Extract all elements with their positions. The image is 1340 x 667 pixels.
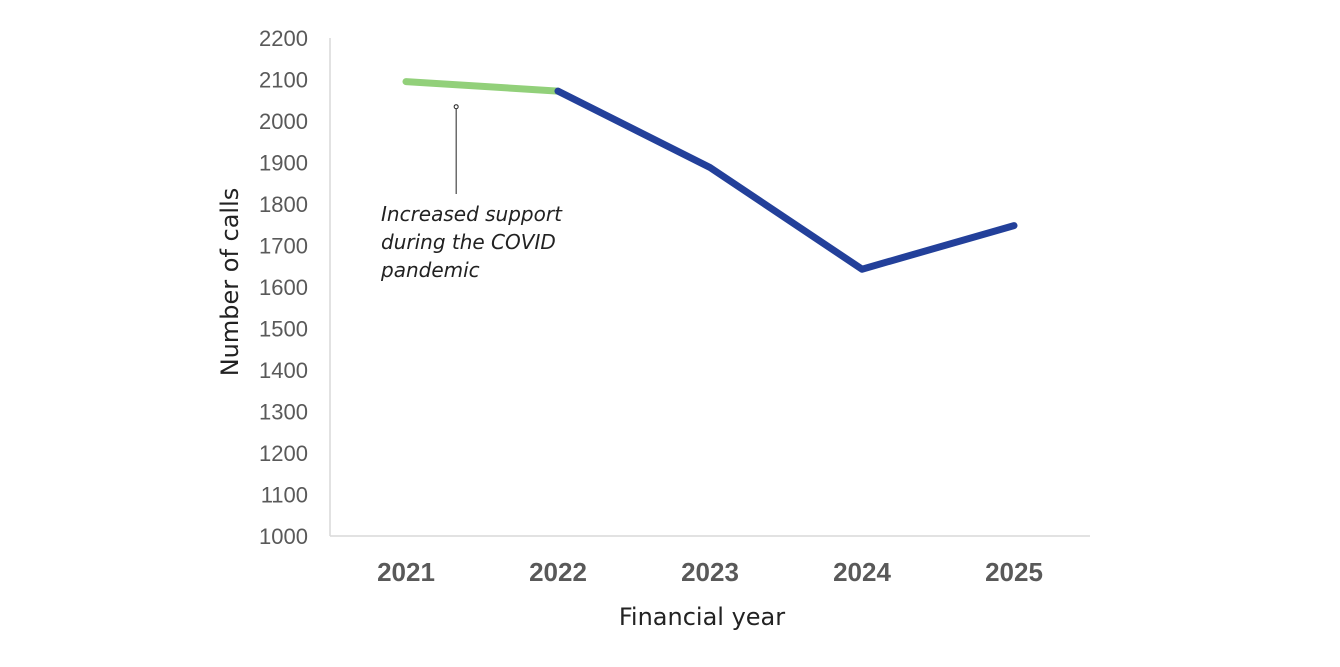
x-tick-label: 2022 bbox=[529, 557, 587, 587]
y-tick-label: 1700 bbox=[259, 234, 308, 259]
y-tick-label: 2100 bbox=[259, 68, 308, 93]
y-tick-label: 1800 bbox=[259, 192, 308, 217]
series-line-covid-period bbox=[402, 78, 562, 95]
series-line-post-covid bbox=[554, 87, 1018, 273]
x-axis-ticks: 2021 2022 2023 2024 2025 bbox=[377, 557, 1043, 587]
y-tick-label: 1300 bbox=[259, 400, 308, 425]
y-tick-label: 2200 bbox=[259, 26, 308, 51]
covid-annotation: Increased support during the COVID pande… bbox=[380, 104, 568, 282]
x-tick-label: 2025 bbox=[985, 557, 1043, 587]
annotation-line-1: Increased support bbox=[381, 202, 563, 226]
y-tick-label: 1600 bbox=[259, 275, 308, 300]
y-tick-label: 1100 bbox=[261, 483, 308, 508]
x-tick-label: 2021 bbox=[377, 557, 435, 587]
y-tick-label: 1900 bbox=[259, 151, 308, 176]
annotation-line-3: pandemic bbox=[380, 258, 480, 282]
calls-series bbox=[402, 78, 1018, 273]
y-tick-label: 1200 bbox=[259, 441, 308, 466]
y-axis-label: Number of calls bbox=[216, 188, 244, 377]
annotation-marker bbox=[453, 104, 459, 110]
y-axis-ticks: 1000 1100 1200 1300 1400 1500 1600 1700 1800 1900… bbox=[259, 26, 308, 549]
x-tick-label: 2024 bbox=[833, 557, 891, 587]
annotation-text: Increased support during the COVID pande… bbox=[380, 202, 568, 282]
y-tick-label: 1500 bbox=[259, 317, 308, 342]
y-tick-label: 1400 bbox=[259, 358, 308, 383]
annotation-line-2: during the COVID bbox=[381, 230, 556, 254]
x-axis-label: Financial year bbox=[619, 603, 785, 631]
y-tick-label: 2000 bbox=[259, 109, 308, 134]
y-tick-label: 1000 bbox=[259, 524, 308, 549]
x-tick-label: 2023 bbox=[681, 557, 739, 587]
